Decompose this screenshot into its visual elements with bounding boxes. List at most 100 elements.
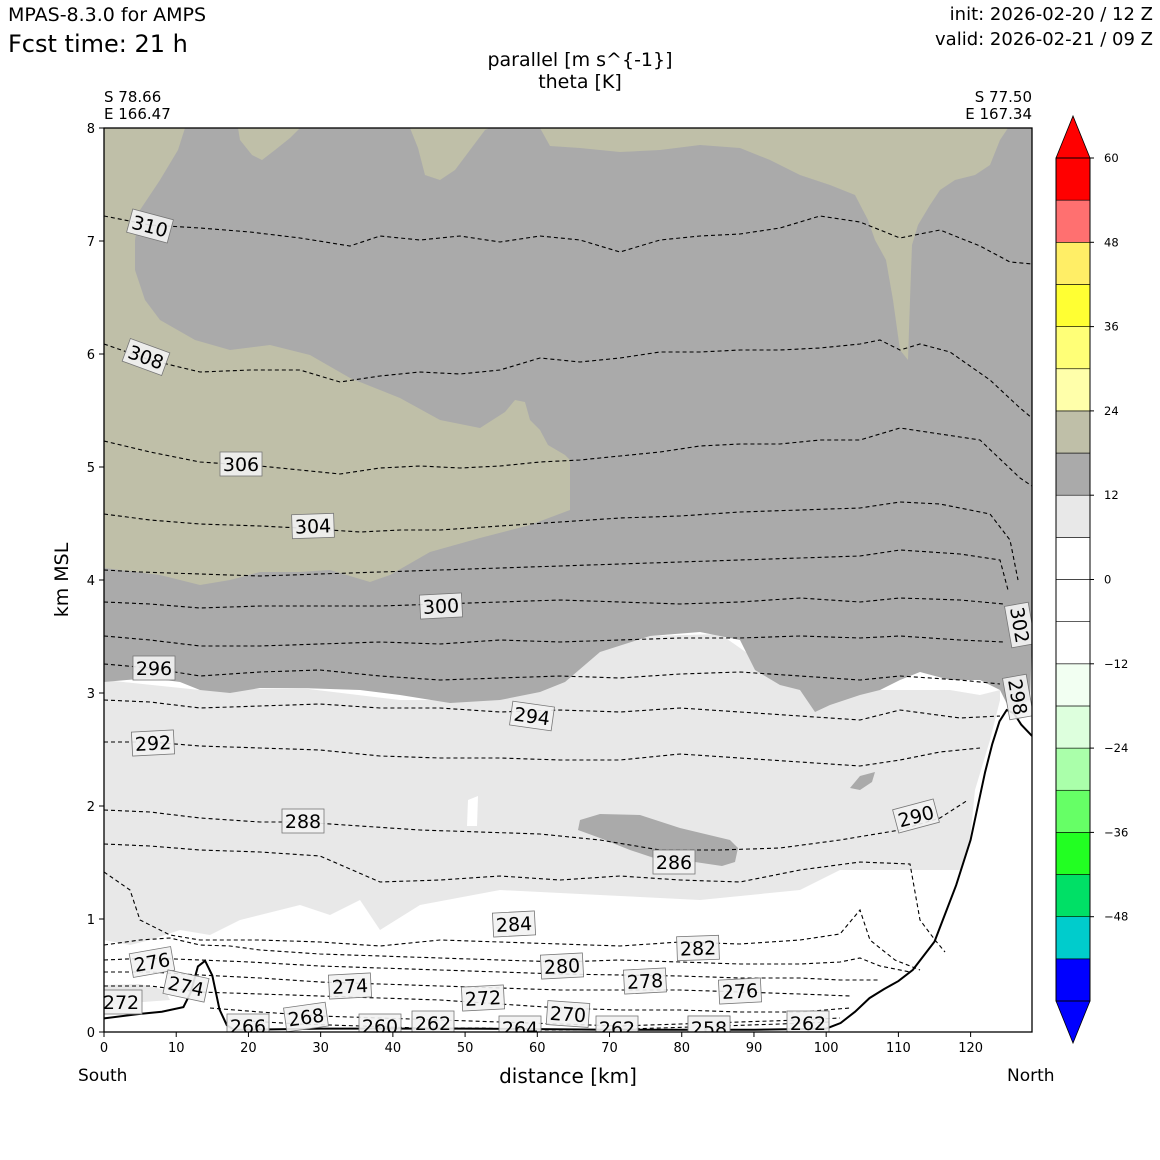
theta-label: 284 bbox=[491, 910, 537, 938]
theta-contour-line bbox=[104, 215, 1032, 265]
x-tick-label: 40 bbox=[385, 1041, 402, 1056]
colorbar-segment bbox=[1055, 452, 1091, 496]
colorbar-segment bbox=[1055, 916, 1091, 960]
theta-label-box bbox=[545, 1000, 591, 1028]
white-streak bbox=[467, 796, 478, 826]
x-axis: 0 10 20 30 40 50 60 70 80 90 100 110 120 bbox=[100, 1032, 983, 1056]
theta-label: 264 bbox=[498, 1015, 542, 1032]
theta-contour-line bbox=[104, 937, 911, 973]
x-axis-label: distance [km] bbox=[499, 1064, 637, 1088]
theta-label: 262 bbox=[786, 1010, 830, 1035]
theta-contour-line bbox=[104, 549, 1009, 591]
colorbar-tick-label: −24 bbox=[1104, 741, 1128, 755]
start-coordinates: S 78.66 E 166.47 bbox=[104, 89, 171, 123]
theta-label: 272 bbox=[460, 984, 506, 1012]
theta-label: 280 bbox=[539, 952, 585, 980]
theta-label: 258 bbox=[687, 1015, 731, 1032]
south-label: South bbox=[78, 1066, 128, 1086]
y-tick-label: 5 bbox=[87, 461, 95, 476]
theta-label-box bbox=[226, 1013, 270, 1032]
theta-label-text: 274 bbox=[331, 975, 368, 999]
colorbar-tick-label: 0 bbox=[1104, 573, 1111, 587]
plot-area: 3103083063043002962922942882862902842822… bbox=[103, 128, 1032, 1038]
theta-label-text: 284 bbox=[495, 913, 532, 937]
theta-label: 282 bbox=[676, 934, 720, 962]
x-tick-label: 80 bbox=[673, 1041, 690, 1056]
x-tick-label: 70 bbox=[601, 1041, 618, 1056]
theta-label-text: 288 bbox=[285, 811, 321, 833]
theta-contour-line bbox=[104, 699, 1001, 721]
colorbar-tick-label: 12 bbox=[1104, 488, 1119, 502]
wind-region-dark-patch-1 bbox=[578, 814, 738, 866]
theta-label: 268 bbox=[283, 1001, 329, 1032]
theta-label: 296 bbox=[132, 655, 176, 681]
theta-label: 298 bbox=[1002, 673, 1032, 721]
theta-labels: 3103083063043002962922942882862902842822… bbox=[103, 208, 1032, 1038]
theta-label: 266 bbox=[226, 1013, 270, 1032]
theta-label: 260 bbox=[358, 1013, 402, 1038]
theta-label-box bbox=[622, 967, 668, 995]
colorbar-tick-label: −36 bbox=[1104, 825, 1128, 839]
theta-label: 276 bbox=[717, 977, 763, 1005]
colorbar-tick-label: 36 bbox=[1104, 320, 1119, 334]
theta-contour-line bbox=[104, 501, 1019, 581]
start-lon: E 166.47 bbox=[104, 105, 171, 123]
x-tick-label: 100 bbox=[814, 1041, 839, 1056]
theta-label-box bbox=[687, 1015, 731, 1032]
end-coordinates: S 77.50 E 167.34 bbox=[965, 89, 1032, 123]
chart-title-line1: parallel [m s^{-1}] bbox=[487, 49, 673, 71]
theta-label-box bbox=[121, 338, 171, 376]
colorbar-segment bbox=[1055, 832, 1091, 875]
theta-label-box bbox=[595, 1015, 639, 1032]
theta-label-box bbox=[539, 952, 585, 980]
valid-time: valid: 2026-02-21 / 09 Z bbox=[935, 29, 1153, 50]
theta-label-box bbox=[418, 592, 464, 620]
end-lon: E 167.34 bbox=[965, 105, 1032, 123]
x-tick-label: 0 bbox=[100, 1041, 108, 1056]
theta-contour-line bbox=[104, 635, 1005, 647]
theta-label-box bbox=[411, 1010, 455, 1032]
theta-label-text: 260 bbox=[362, 1016, 398, 1038]
x-tick-label: 30 bbox=[312, 1041, 329, 1056]
theta-label-box bbox=[327, 972, 373, 1000]
theta-label: 270 bbox=[545, 1000, 591, 1028]
theta-label-box bbox=[219, 451, 263, 477]
theta-label-box bbox=[281, 808, 325, 834]
theta-contour-line bbox=[104, 957, 880, 981]
y-tick-label: 3 bbox=[87, 687, 95, 702]
theta-label-text: 292 bbox=[134, 732, 171, 756]
init-time: init: 2026-02-20 / 12 Z bbox=[949, 4, 1153, 25]
theta-label: 286 bbox=[652, 849, 696, 875]
theta-label-box bbox=[162, 969, 210, 1003]
theta-label-box bbox=[652, 849, 696, 875]
theta-label-text: 262 bbox=[790, 1013, 826, 1035]
theta-label-text: 296 bbox=[136, 658, 172, 680]
theta-label-box bbox=[509, 700, 555, 732]
colorbar-segment bbox=[1055, 368, 1091, 412]
theta-label-text: 276 bbox=[721, 980, 758, 1004]
theta-label-text: 272 bbox=[103, 992, 139, 1014]
theta-label: 262 bbox=[595, 1015, 639, 1032]
theta-label: 306 bbox=[219, 451, 263, 477]
theta-label-box bbox=[283, 1001, 329, 1032]
colorbar-segment bbox=[1055, 663, 1091, 707]
wind-region-dark-patch-2 bbox=[850, 772, 875, 790]
theta-label-text: 262 bbox=[415, 1013, 451, 1035]
colorbar-extend-high bbox=[1055, 114, 1091, 159]
end-lat: S 77.50 bbox=[974, 88, 1032, 106]
colorbar-segment bbox=[1055, 579, 1091, 622]
theta-label: 304 bbox=[291, 512, 335, 540]
theta-label-text: 304 bbox=[295, 515, 332, 538]
colorbar-tick-label: 48 bbox=[1104, 235, 1119, 249]
theta-label-text: 286 bbox=[656, 852, 692, 874]
theta-label-box bbox=[491, 910, 537, 938]
y-tick-label: 4 bbox=[87, 574, 95, 589]
colorbar: 60 48 36 24 12 0 −12 −24 −36 −48 bbox=[1055, 114, 1128, 1045]
colorbar-tick-label: −48 bbox=[1104, 910, 1128, 924]
theta-label: 288 bbox=[281, 808, 325, 834]
theta-label: 274 bbox=[327, 972, 373, 1000]
theta-label-box bbox=[498, 1015, 542, 1032]
theta-label: 294 bbox=[509, 700, 555, 732]
colorbar-segment bbox=[1055, 747, 1091, 791]
colorbar-tick-label: 60 bbox=[1104, 151, 1119, 165]
